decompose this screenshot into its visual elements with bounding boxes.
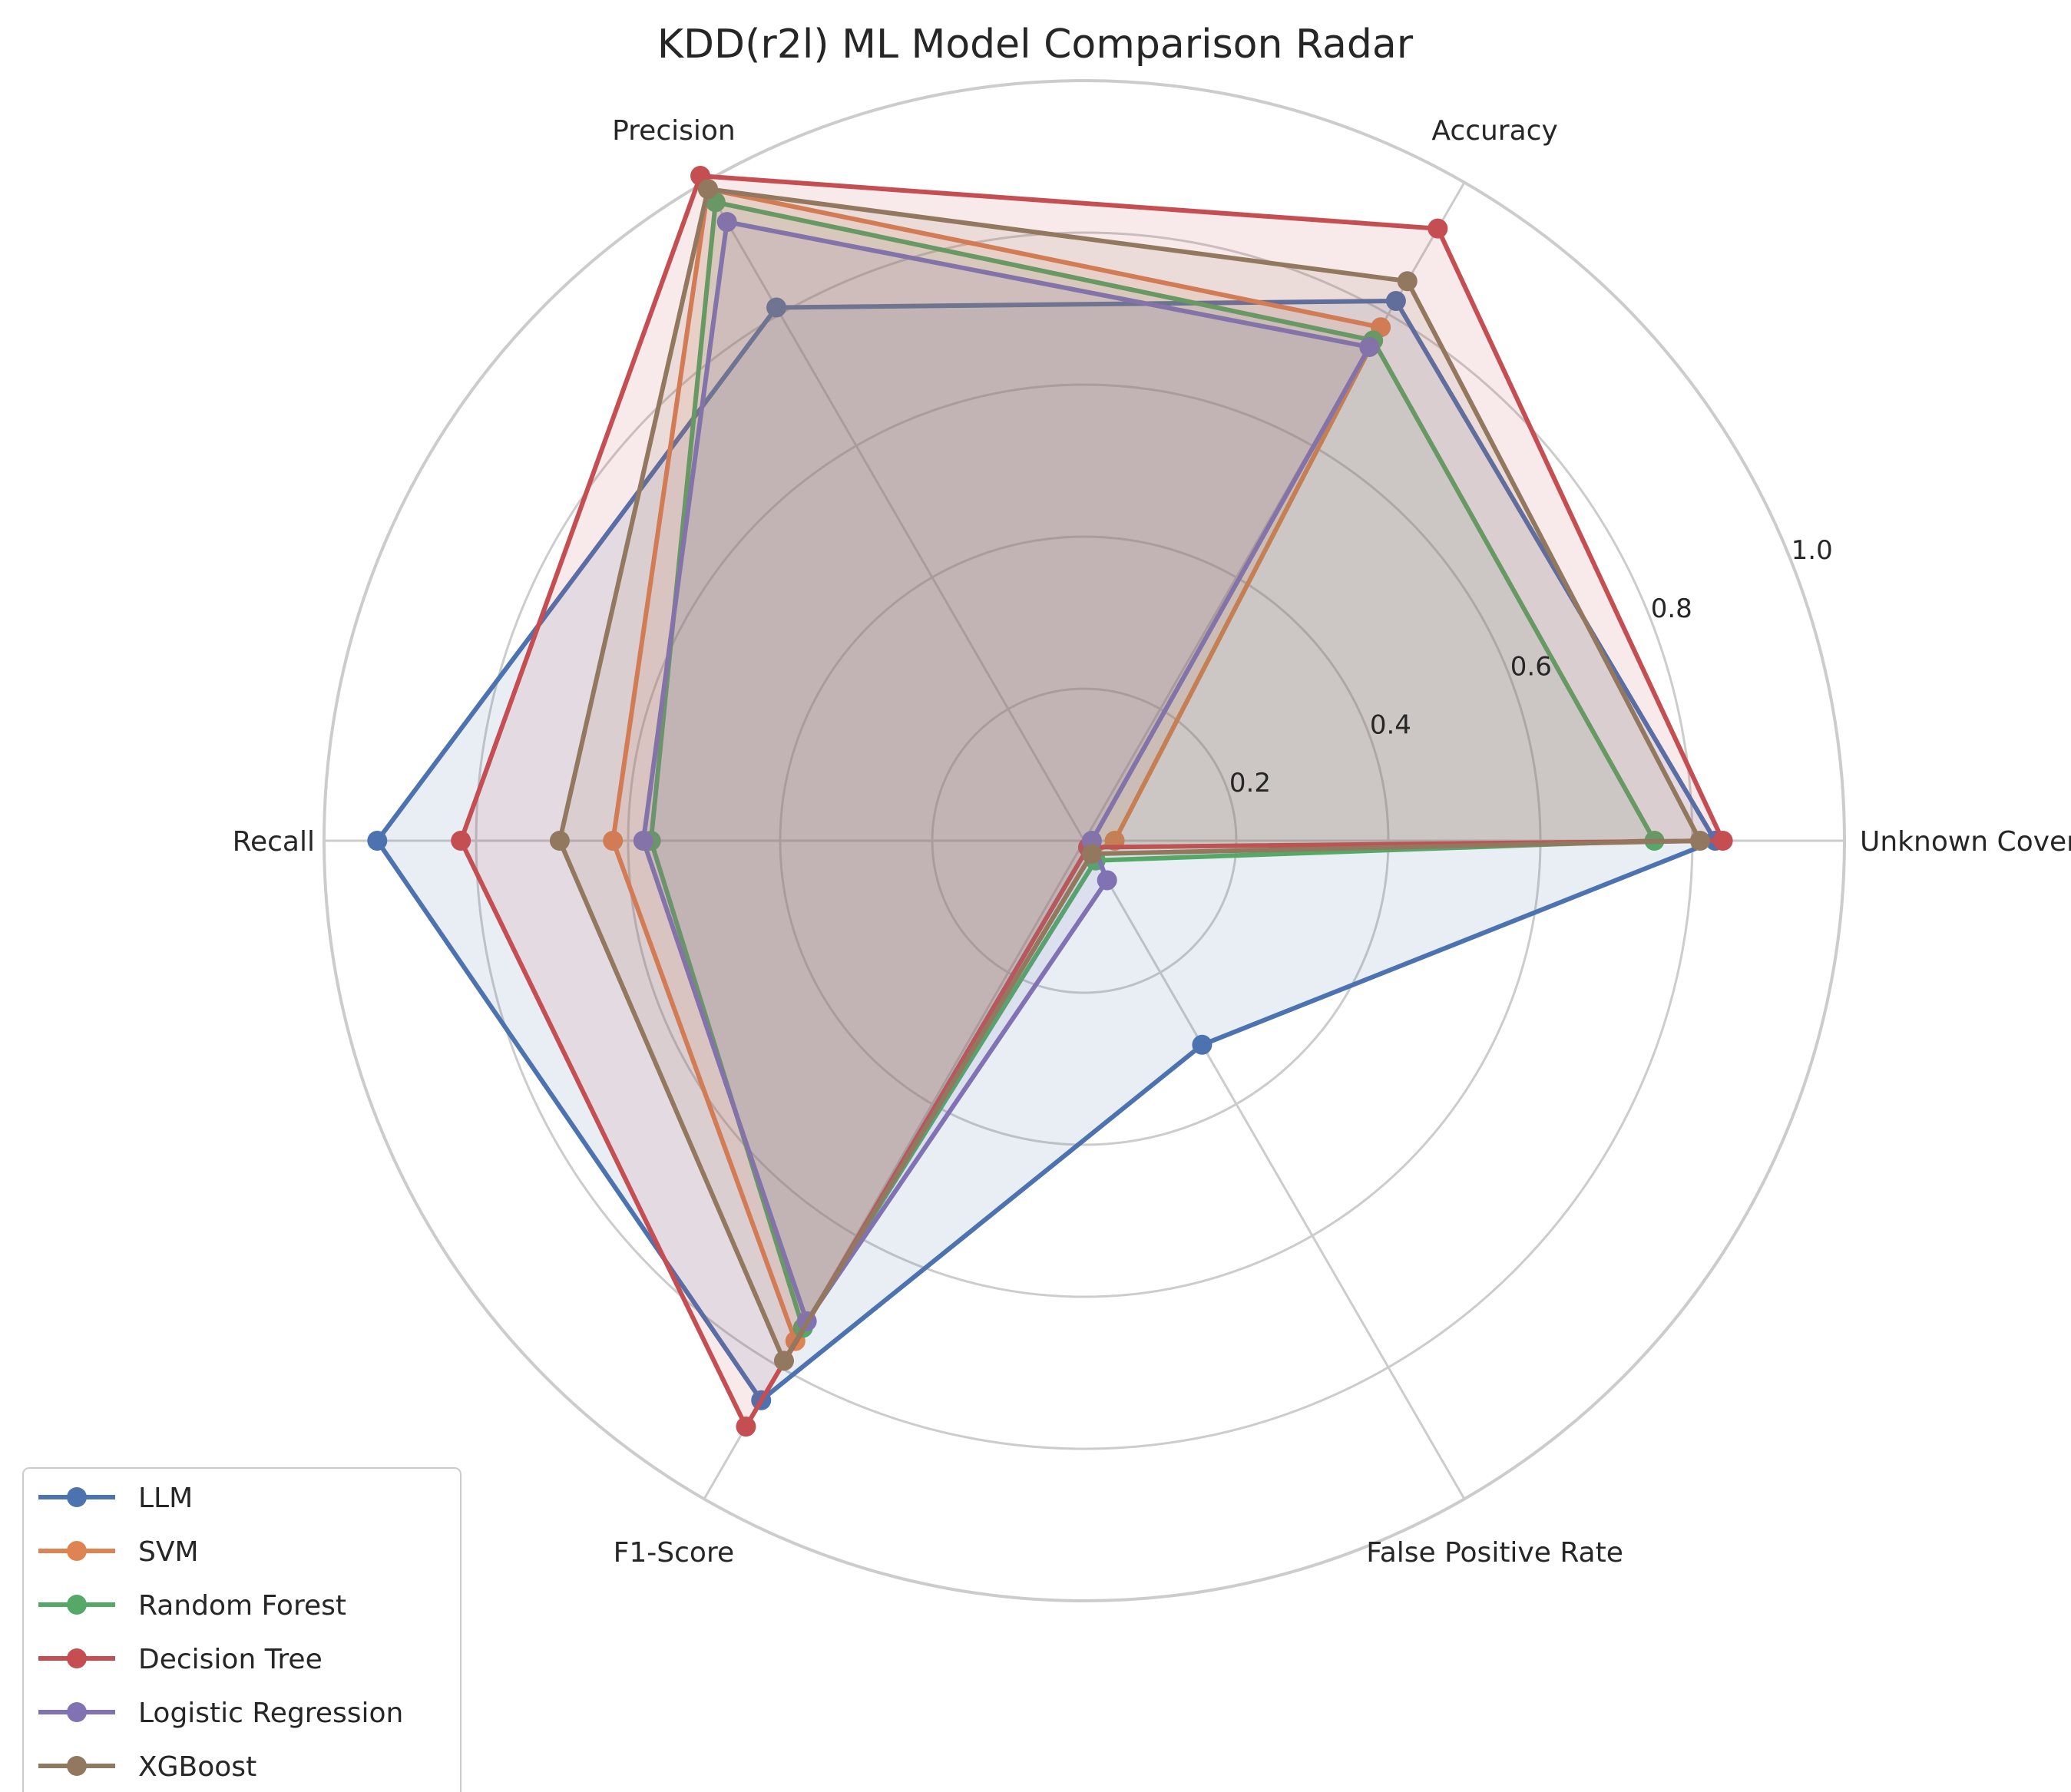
- data-point-5-2: [697, 179, 718, 200]
- data-point-0-1: [1385, 290, 1406, 311]
- legend-label-4: Logistic Regression: [138, 1698, 403, 1729]
- legend-label-5: XGBoost: [138, 1751, 256, 1783]
- spoke-5: [1083, 840, 1466, 1500]
- legend-label-3: Decision Tree: [138, 1644, 323, 1675]
- legend-swatch-marker-4: [67, 1702, 87, 1722]
- axis-label-1: Accuracy: [1431, 115, 1557, 147]
- data-point-4-5: [1097, 870, 1117, 891]
- data-point-1-3: [603, 831, 624, 851]
- data-point-3-1: [1428, 218, 1448, 239]
- r-tick-2: 0.6: [1510, 652, 1552, 683]
- legend-item-1: SVM: [38, 1536, 199, 1568]
- axis-label-3: Recall: [233, 826, 315, 858]
- legend-label-2: Random Forest: [138, 1590, 346, 1622]
- data-point-3-4: [736, 1417, 756, 1437]
- legend-swatch-marker-2: [67, 1595, 87, 1615]
- chart-title: KDD(r2l) ML Model Comparison Radar: [657, 21, 1414, 68]
- series-area-2: [650, 202, 1655, 1328]
- data-point-3-0: [1712, 831, 1733, 851]
- legend-item-4: Logistic Regression: [38, 1698, 403, 1729]
- legend-swatch-marker-3: [67, 1648, 87, 1668]
- data-point-5-3: [549, 831, 570, 851]
- legend-label-1: SVM: [138, 1536, 199, 1568]
- r-tick-3: 0.8: [1651, 593, 1692, 624]
- data-point-4-1: [1359, 336, 1380, 357]
- data-point-5-5: [1081, 844, 1102, 865]
- axis-label-2: Precision: [612, 115, 736, 147]
- legend-swatch-marker-5: [67, 1756, 87, 1776]
- legend-swatch-marker-1: [67, 1541, 87, 1561]
- series-4: [633, 212, 1380, 1331]
- legend-item-2: Random Forest: [38, 1590, 346, 1622]
- series-area-3: [461, 176, 1723, 1427]
- data-point-0-5: [1192, 1034, 1212, 1055]
- data-point-0-3: [367, 831, 388, 851]
- data-point-5-1: [1397, 271, 1418, 292]
- data-point-5-4: [773, 1351, 794, 1371]
- data-point-5-0: [1689, 831, 1710, 851]
- legend-box: [22, 1467, 462, 1792]
- series-layer: [367, 166, 1733, 1437]
- axis-labels: Unknown Coverage Accuracy Precision Recall F…: [233, 115, 2071, 1569]
- legend-item-0: LLM: [38, 1483, 193, 1514]
- axis-label-0: Unknown Coverage: [1860, 826, 2071, 858]
- legend-item-5: XGBoost: [38, 1751, 256, 1783]
- data-point-4-2: [716, 212, 737, 233]
- series-5: [549, 179, 1710, 1371]
- r-tick-4: 1.0: [1791, 535, 1833, 566]
- data-point-0-2: [766, 297, 787, 318]
- series-area-1: [613, 189, 1381, 1341]
- series-area-5: [559, 189, 1700, 1361]
- r-tick-0: 0.2: [1229, 768, 1271, 798]
- axis-label-4: F1-Score: [614, 1537, 734, 1569]
- r-tick-1: 0.4: [1370, 709, 1411, 740]
- series-area-4: [643, 222, 1370, 1321]
- legend-swatch-marker-0: [67, 1487, 87, 1507]
- axis-label-5: False Positive Rate: [1366, 1537, 1623, 1569]
- legend-item-3: Decision Tree: [38, 1644, 323, 1675]
- spoke-2: [703, 181, 1086, 841]
- radial-tick-labels: 0.2 0.4 0.6 0.8 1.0: [1229, 535, 1833, 798]
- data-point-4-3: [633, 831, 653, 851]
- legend-label-0: LLM: [138, 1483, 193, 1514]
- series-area-0: [377, 301, 1715, 1400]
- data-point-3-3: [451, 831, 471, 851]
- legend: LLM SVM Random Forest Decision Tree Logistic…: [22, 1467, 462, 1792]
